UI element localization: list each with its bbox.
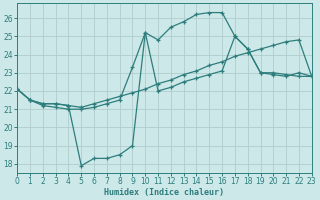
X-axis label: Humidex (Indice chaleur): Humidex (Indice chaleur) <box>105 188 225 197</box>
